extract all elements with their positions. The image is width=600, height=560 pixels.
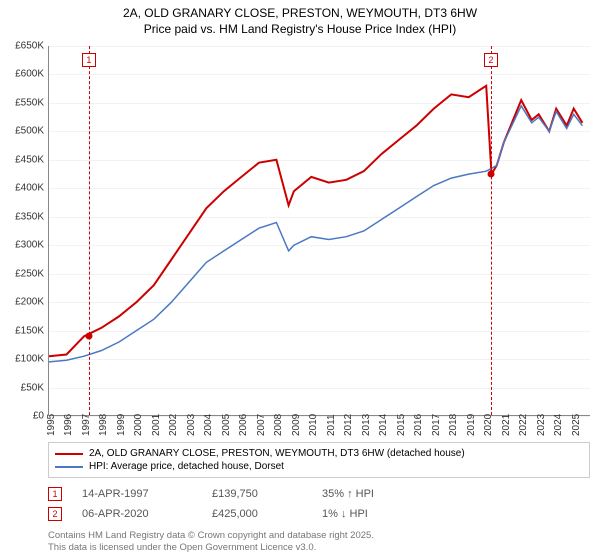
xtick-label: 1995 (46, 414, 57, 436)
xtick-label: 2002 (168, 414, 179, 436)
tx-price: £139,750 (212, 488, 302, 500)
transaction-row: 1 14-APR-1997 £139,750 35% ↑ HPI (48, 484, 590, 504)
legend-panel: 2A, OLD GRANARY CLOSE, PRESTON, WEYMOUTH… (48, 442, 590, 478)
xtick-label: 2006 (238, 414, 249, 436)
xtick-label: 2005 (221, 414, 232, 436)
xtick-label: 2004 (203, 414, 214, 436)
ytick-label: £450K (0, 154, 44, 165)
ytick-label: £550K (0, 97, 44, 108)
transaction-point (487, 171, 494, 178)
xtick-label: 2000 (133, 414, 144, 436)
xtick-label: 2022 (518, 414, 529, 436)
footer-attribution: Contains HM Land Registry data © Crown c… (48, 530, 374, 554)
tx-index-box: 1 (48, 487, 62, 501)
transaction-rows: 1 14-APR-1997 £139,750 35% ↑ HPI 2 06-APR-202… (48, 484, 590, 524)
ytick-label: £150K (0, 325, 44, 336)
xtick-label: 2018 (448, 414, 459, 436)
ytick-label: £250K (0, 268, 44, 279)
xtick-label: 2012 (343, 414, 354, 436)
xtick-label: 2024 (553, 414, 564, 436)
ytick-label: £650K (0, 41, 44, 52)
xtick-label: 2016 (413, 414, 424, 436)
xtick-label: 2017 (431, 414, 442, 436)
chart-plot-area: 12 (48, 46, 590, 416)
xtick-label: 2015 (396, 414, 407, 436)
legend-label-2: HPI: Average price, detached house, Dors… (89, 461, 284, 472)
tx-date: 06-APR-2020 (82, 508, 192, 520)
ytick-label: £50K (0, 382, 44, 393)
xtick-label: 2011 (326, 414, 337, 436)
transaction-point (85, 333, 92, 340)
xtick-label: 2007 (256, 414, 267, 436)
series-line (49, 86, 582, 356)
xtick-label: 1996 (63, 414, 74, 436)
ytick-label: £400K (0, 183, 44, 194)
xtick-label: 2013 (361, 414, 372, 436)
ytick-label: £500K (0, 126, 44, 137)
marker-index-box: 1 (82, 53, 96, 67)
line-plot-svg (49, 46, 591, 416)
ytick-label: £0 (0, 411, 44, 422)
xtick-label: 2009 (291, 414, 302, 436)
xtick-label: 2003 (186, 414, 197, 436)
ytick-label: £100K (0, 354, 44, 365)
xtick-label: 1999 (116, 414, 127, 436)
legend-row-1: 2A, OLD GRANARY CLOSE, PRESTON, WEYMOUTH… (55, 447, 583, 460)
xtick-label: 2001 (151, 414, 162, 436)
ytick-label: £200K (0, 297, 44, 308)
xtick-label: 2019 (466, 414, 477, 436)
tx-index-box: 2 (48, 507, 62, 521)
legend-swatch-1 (55, 453, 83, 455)
legend-label-1: 2A, OLD GRANARY CLOSE, PRESTON, WEYMOUTH… (89, 448, 465, 459)
xtick-label: 2025 (571, 414, 582, 436)
ytick-label: £300K (0, 240, 44, 251)
legend-row-2: HPI: Average price, detached house, Dors… (55, 460, 583, 473)
tx-delta: 35% ↑ HPI (322, 488, 374, 500)
tx-date: 14-APR-1997 (82, 488, 192, 500)
xtick-label: 2023 (536, 414, 547, 436)
chart-title: 2A, OLD GRANARY CLOSE, PRESTON, WEYMOUTH… (0, 0, 600, 37)
marker-guideline (89, 46, 90, 415)
marker-guideline (491, 46, 492, 415)
xtick-label: 2008 (273, 414, 284, 436)
xtick-label: 2020 (483, 414, 494, 436)
footer-line-1: Contains HM Land Registry data © Crown c… (48, 530, 374, 542)
xtick-label: 2021 (501, 414, 512, 436)
xtick-label: 2014 (378, 414, 389, 436)
transaction-row: 2 06-APR-2020 £425,000 1% ↓ HPI (48, 504, 590, 524)
footer-line-2: This data is licensed under the Open Gov… (48, 542, 374, 554)
ytick-label: £600K (0, 69, 44, 80)
marker-index-box: 2 (484, 53, 498, 67)
xtick-label: 2010 (308, 414, 319, 436)
tx-delta: 1% ↓ HPI (322, 508, 368, 520)
xtick-label: 1997 (81, 414, 92, 436)
legend-swatch-2 (55, 466, 83, 468)
xtick-label: 1998 (98, 414, 109, 436)
title-line-1: 2A, OLD GRANARY CLOSE, PRESTON, WEYMOUTH… (0, 6, 600, 22)
ytick-label: £350K (0, 211, 44, 222)
tx-price: £425,000 (212, 508, 302, 520)
title-line-2: Price paid vs. HM Land Registry's House … (0, 22, 600, 38)
